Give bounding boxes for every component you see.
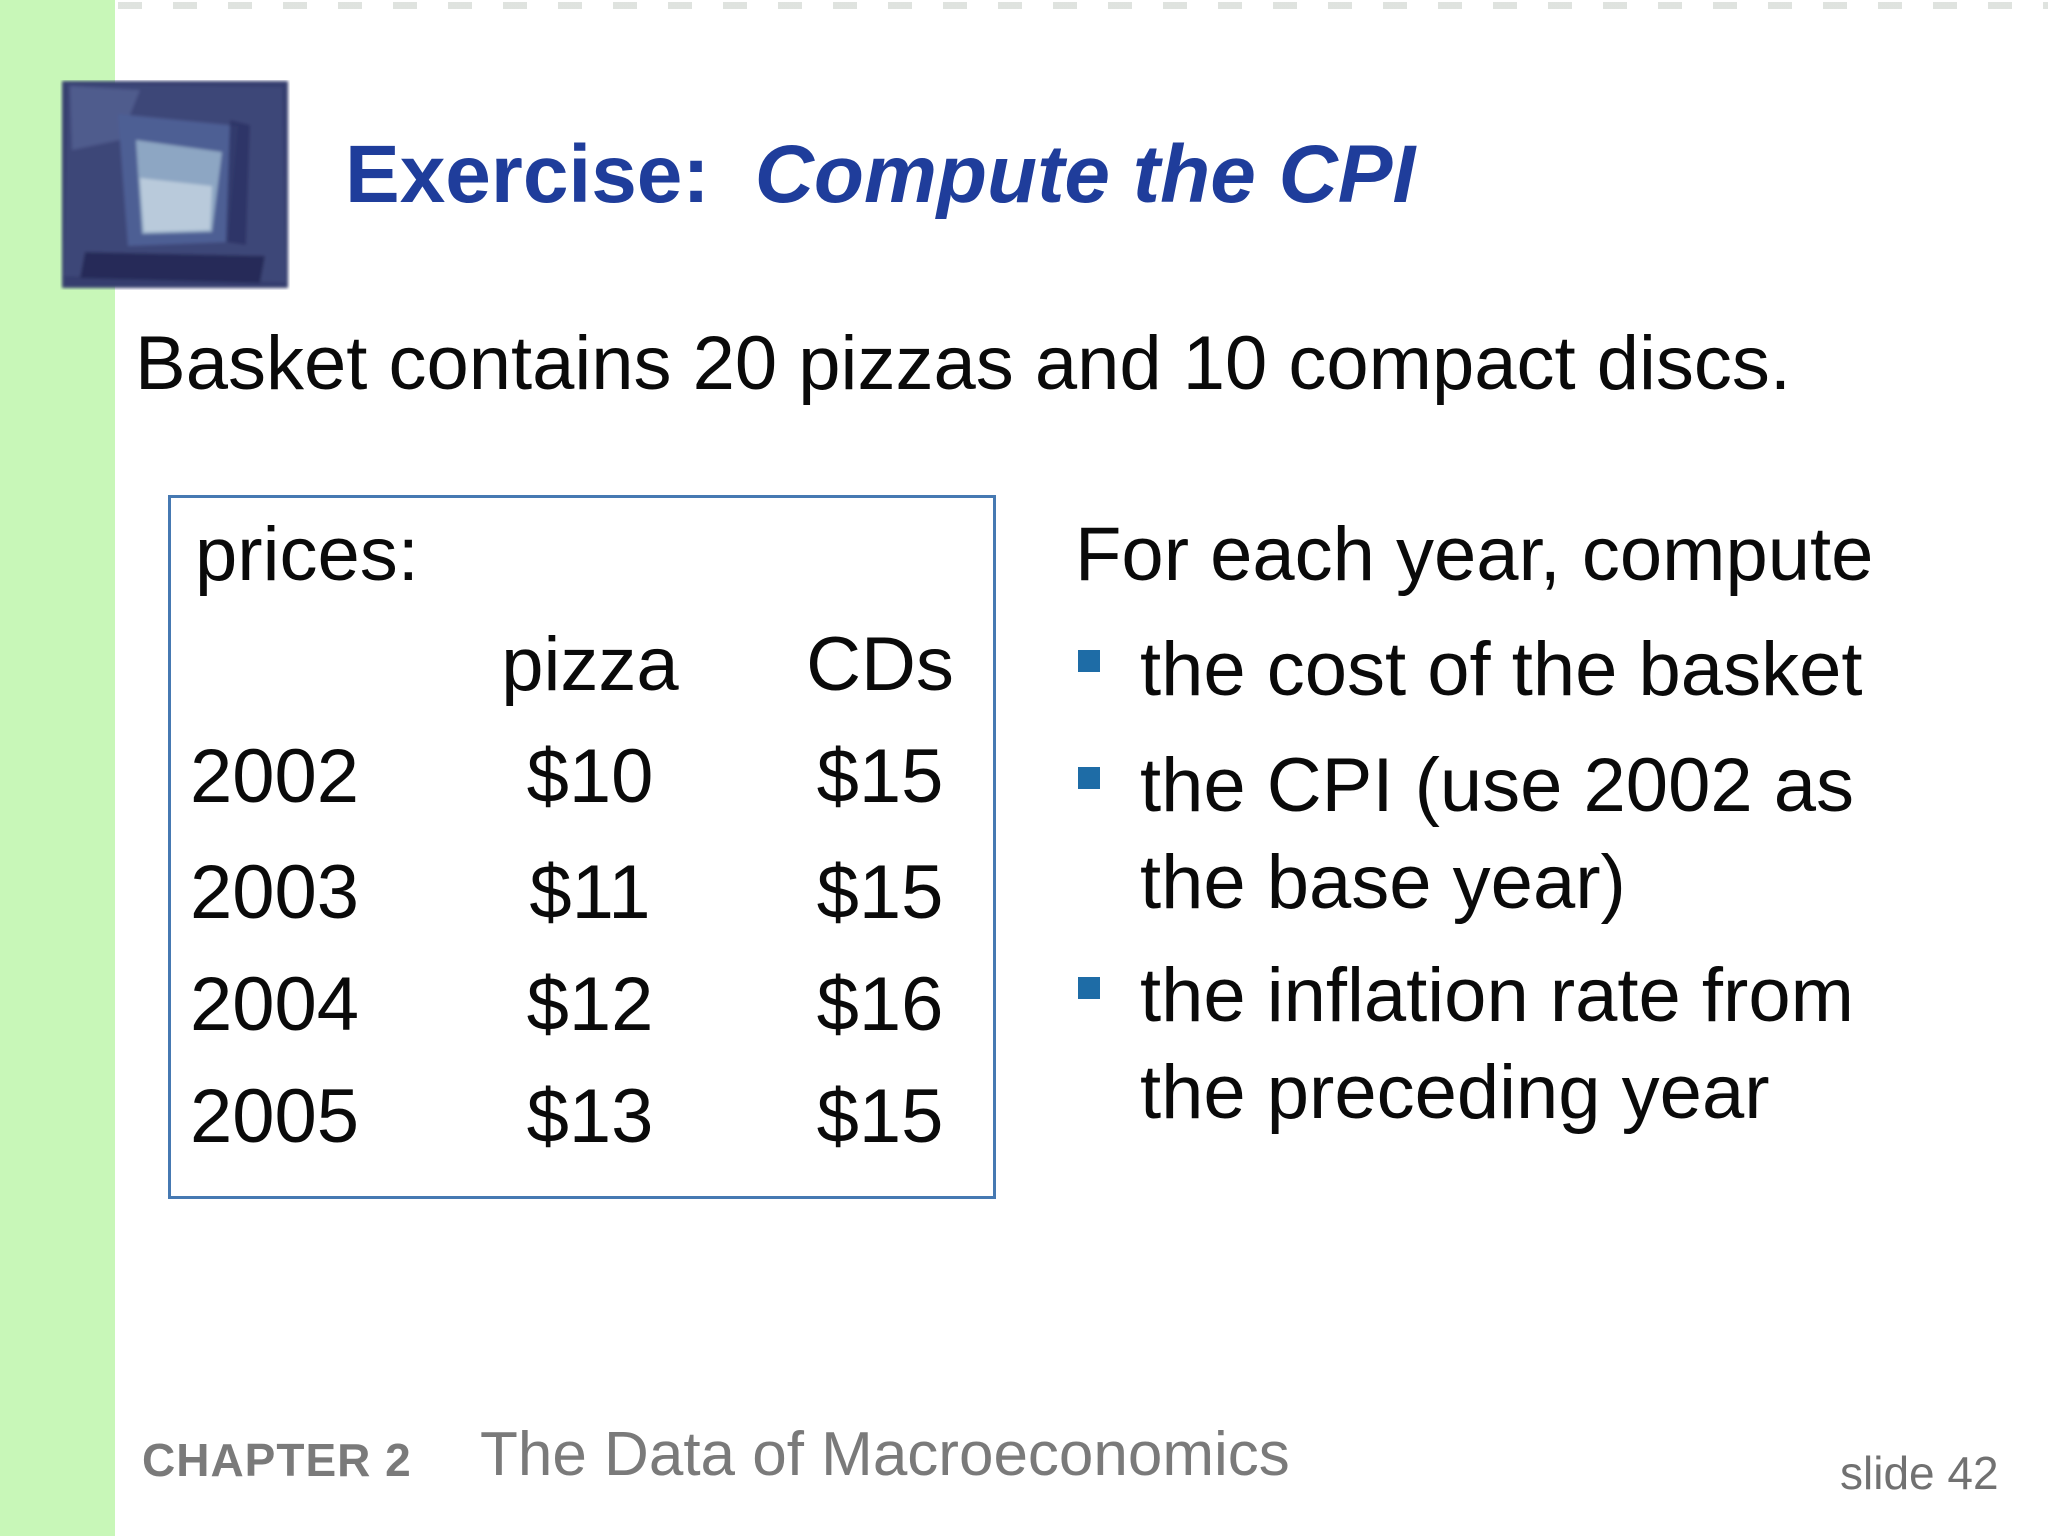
cds-price-cell: $15 (816, 1074, 944, 1159)
bullet-line: the base year) (1140, 840, 1626, 925)
bullet-line: the inflation rate from (1140, 953, 1854, 1038)
price-table-label: prices: (195, 512, 419, 597)
bullet-item-cpi: the CPI (use 2002 as the base year) (1140, 737, 1854, 931)
bullet-square-icon (1078, 767, 1100, 789)
price-table-row-2004: 2004 $12 $16 (0, 967, 1050, 1049)
bullet-line: the cost of the basket (1140, 627, 1863, 712)
bullet-item-inflation-rate: the inflation rate from the preceding ye… (1140, 947, 1854, 1141)
cds-price-cell: $15 (816, 850, 944, 935)
footer-book-title: The Data of Macroeconomics (480, 1420, 1290, 1489)
footer-slide-number: slide 42 (1840, 1447, 1999, 1499)
price-table-box (168, 495, 996, 1199)
bullet-square-icon (1078, 977, 1100, 999)
logo-art (62, 81, 288, 288)
slide-title: Exercise: Compute the CPI (345, 134, 1415, 216)
pizza-price-cell: $12 (526, 962, 654, 1047)
cds-price-cell: $16 (816, 962, 944, 1047)
intro-text: Basket contains 20 pizzas and 10 compact… (135, 321, 1792, 406)
pizza-price-cell: $10 (526, 734, 654, 819)
column-header-pizza: pizza (501, 622, 679, 707)
bullet-square-icon (1078, 650, 1100, 672)
pizza-price-cell: $13 (526, 1074, 654, 1159)
bullet-item-cost-of-basket: the cost of the basket (1140, 621, 1862, 718)
year-cell: 2004 (190, 962, 360, 1047)
slide-title-prefix: Exercise: (345, 129, 710, 220)
abstract-painting-logo (60, 80, 290, 290)
bullet-line: the preceding year (1140, 1050, 1770, 1135)
year-cell: 2002 (190, 734, 360, 819)
bullet-line: the CPI (use 2002 as (1140, 743, 1854, 828)
column-header-cds: CDs (806, 622, 954, 707)
year-cell: 2003 (190, 850, 360, 935)
year-cell: 2005 (190, 1074, 360, 1159)
price-table-row-2002: 2002 $10 $15 (0, 739, 1050, 821)
pizza-price-cell: $11 (529, 850, 651, 935)
top-edge-dashes (118, 2, 2048, 9)
slide-title-emphasis: Compute the CPI (754, 129, 1416, 220)
tasks-heading: For each year, compute (1075, 512, 1874, 597)
price-table-row-2003: 2003 $11 $15 (0, 855, 1050, 937)
price-table-header-row: pizza CDs (0, 627, 1050, 709)
footer-chapter-label: CHAPTER 2 (142, 1434, 412, 1486)
price-table-row-2005: 2005 $13 $15 (0, 1079, 1050, 1161)
cds-price-cell: $15 (816, 734, 944, 819)
